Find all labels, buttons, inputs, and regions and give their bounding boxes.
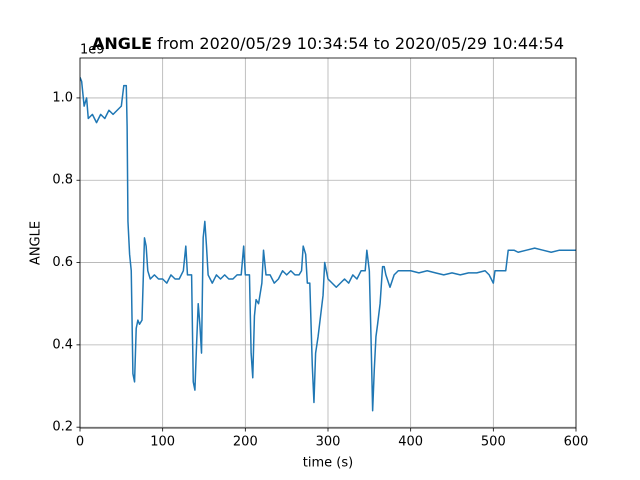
y-tick-label: 0.6 xyxy=(52,255,73,270)
y-tick-label: 0.2 xyxy=(52,420,73,435)
title-rest: from 2020/05/29 10:34:54 to 2020/05/29 1… xyxy=(157,34,564,53)
y-axis-label: ANGLE xyxy=(29,221,44,265)
y-offset-label: 1e9 xyxy=(80,43,105,58)
chart-title: ANGLE from 2020/05/29 10:34:54 to 2020/0… xyxy=(92,34,564,53)
title-bold: ANGLE xyxy=(92,34,152,53)
y-tick-label: 1.0 xyxy=(52,90,73,105)
x-tick-label: 500 xyxy=(481,435,506,450)
x-tick-label: 300 xyxy=(316,435,341,450)
x-tick-label: 200 xyxy=(233,435,258,450)
x-tick-label: 600 xyxy=(564,435,589,450)
x-axis-label: time (s) xyxy=(303,456,353,471)
y-tick-label: 0.4 xyxy=(52,337,73,352)
plot-frame xyxy=(79,57,577,429)
x-tick-label: 400 xyxy=(398,435,423,450)
x-tick-label: 0 xyxy=(76,435,84,450)
data-line xyxy=(80,77,576,412)
y-tick-label: 0.8 xyxy=(52,173,73,188)
x-tick-label: 100 xyxy=(150,435,175,450)
